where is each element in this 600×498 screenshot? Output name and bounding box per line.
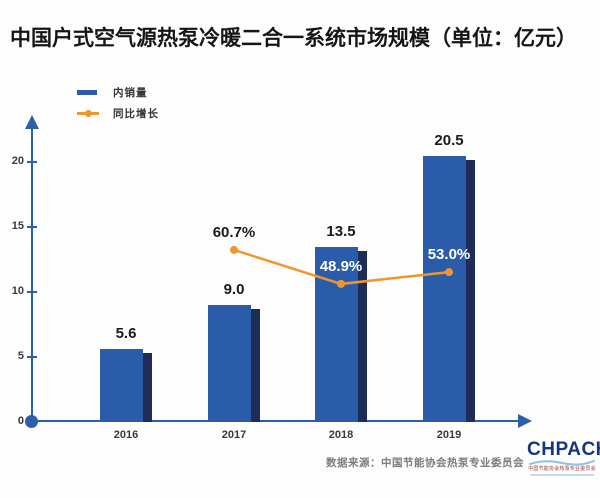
y-tick-mark <box>27 356 37 358</box>
y-tick-mark <box>27 291 37 293</box>
x-axis-arrow <box>518 414 532 428</box>
bar-series-swatch-icon <box>77 90 97 95</box>
y-tick-label: 20 <box>11 155 24 167</box>
y-tick-mark <box>27 161 37 163</box>
growth-label: 60.7% <box>212 223 256 241</box>
bar-value-label: 9.0 <box>223 281 245 298</box>
chpa-wave-icon <box>529 460 595 466</box>
bar-shadow <box>466 159 475 422</box>
legend-label-sales: 内销量 <box>113 87 148 99</box>
bar-value-label: 20.5 <box>434 131 464 149</box>
legend-item-sales: 内销量 <box>77 85 159 100</box>
bar-2019 <box>423 155 466 422</box>
legend-label-growth: 同比增长 <box>113 108 159 120</box>
y-tick-mark <box>27 226 37 228</box>
y-tick-label: 0 <box>17 415 24 427</box>
chpa-logo-caption: 中国节能协会热泵专业委员会 <box>528 466 596 472</box>
legend-item-growth: 同比增长 <box>77 106 159 121</box>
line-series-swatch-icon <box>77 110 99 117</box>
axis-origin-dot <box>25 415 38 428</box>
bar-value-label: 13.5 <box>326 222 356 240</box>
growth-label: 48.9% <box>319 257 363 275</box>
bar-value-label: 5.6 <box>115 325 137 343</box>
y-tick-label: 10 <box>11 285 24 297</box>
chpa-logo: CHPACHPA 中国节能协会热泵专业委员会 <box>527 439 600 476</box>
data-source-note: 数据来源：中国节能协会热泵专业委员会 <box>326 457 524 469</box>
x-axis-label-2017: 2017 <box>221 429 247 441</box>
bar-2017 <box>208 305 251 422</box>
y-tick-label: 5 <box>17 350 24 362</box>
bar-shadow <box>143 353 152 422</box>
growth-label: 53.0% <box>427 246 471 264</box>
chart-title: 中国户式空气源热泵冷暖二合一系统市场规模（单位：亿元） <box>10 27 577 50</box>
y-axis-arrow <box>25 115 39 129</box>
x-axis-label-2018: 2018 <box>328 429 354 441</box>
x-axis-label-2019: 2019 <box>436 429 462 441</box>
y-tick-label: 15 <box>11 220 24 232</box>
bar-shadow <box>358 250 367 422</box>
bar-2016 <box>100 349 143 422</box>
legend: 内销量 同比增长 <box>77 85 159 127</box>
chpa-logo-subtext-line <box>530 474 594 476</box>
chpa-logo-text: CHPACHPA <box>527 439 600 460</box>
x-axis-line <box>31 420 519 422</box>
y-axis-line <box>31 128 33 422</box>
x-axis-label-2016: 2016 <box>113 429 139 441</box>
bar-shadow <box>251 309 260 422</box>
